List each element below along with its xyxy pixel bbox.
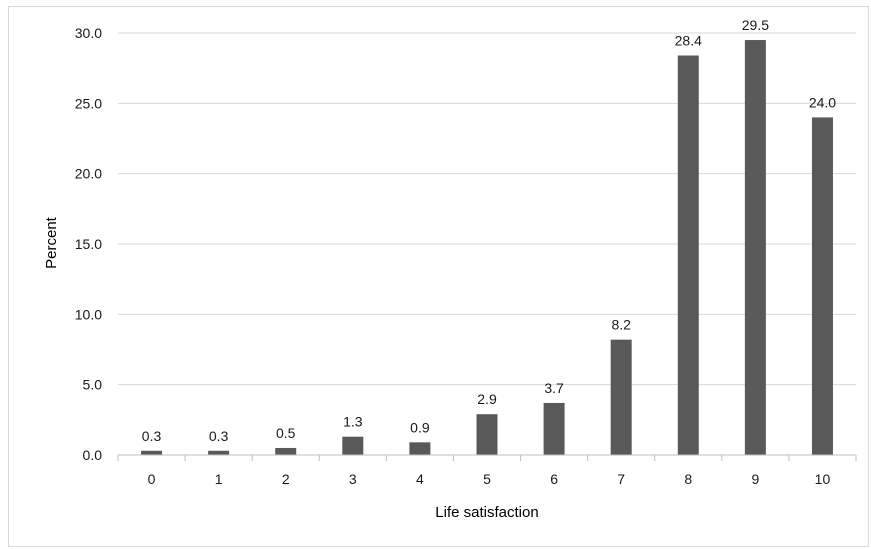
x-tick-label: 3 — [349, 471, 357, 487]
y-axis-title: Percent — [43, 216, 60, 269]
bar — [208, 450, 230, 455]
y-tick-label: 25.0 — [75, 95, 102, 111]
data-label: 0.5 — [276, 425, 296, 441]
x-tick-label: 10 — [815, 471, 831, 487]
x-tick-label: 7 — [617, 471, 625, 487]
data-label: 0.9 — [410, 419, 430, 435]
x-tick-label: 0 — [148, 471, 156, 487]
data-label: 28.4 — [675, 33, 702, 49]
bar — [610, 339, 632, 455]
bar — [342, 436, 364, 455]
x-tick-label: 2 — [282, 471, 290, 487]
x-tick-label: 6 — [550, 471, 558, 487]
bar — [275, 447, 297, 455]
x-axis-title: Life satisfaction — [435, 504, 538, 521]
x-tick-label: 4 — [416, 471, 424, 487]
data-label: 24.0 — [809, 94, 836, 110]
x-tick-label: 5 — [483, 471, 491, 487]
y-axis-ticks: 0.0 5.0 10.0 15.0 20.0 25.0 30.0 — [75, 25, 102, 463]
gridlines — [118, 32, 856, 386]
data-label: 29.5 — [742, 17, 769, 33]
chart-frame — [8, 6, 869, 547]
data-label: 8.2 — [611, 317, 631, 333]
x-tick-label: 1 — [215, 471, 223, 487]
data-label: 3.7 — [544, 380, 564, 396]
bar — [409, 442, 431, 455]
bar — [543, 402, 565, 455]
data-label: 2.9 — [477, 391, 497, 407]
data-label: 0.3 — [142, 428, 162, 444]
bar — [141, 450, 163, 455]
bar — [744, 40, 766, 456]
x-tick-label: 9 — [751, 471, 759, 487]
y-tick-label: 0.0 — [83, 447, 103, 463]
y-tick-label: 10.0 — [75, 306, 102, 322]
bars — [141, 40, 833, 456]
data-label: 1.3 — [343, 414, 363, 430]
y-tick-label: 20.0 — [75, 166, 102, 182]
y-tick-label: 30.0 — [75, 25, 102, 41]
bar — [476, 414, 498, 455]
y-tick-label: 5.0 — [83, 377, 103, 393]
data-label: 0.3 — [209, 428, 229, 444]
data-labels: 0.3 0.3 0.5 1.3 0.9 2.9 3.7 8.2 28.4 29.5 24.0 — [142, 17, 836, 444]
x-tick-label: 8 — [684, 471, 692, 487]
bar — [677, 55, 699, 456]
bar — [811, 117, 833, 456]
y-tick-label: 15.0 — [75, 236, 102, 252]
x-axis-ticks: 0 1 2 3 4 5 6 7 8 9 10 — [117, 455, 857, 487]
